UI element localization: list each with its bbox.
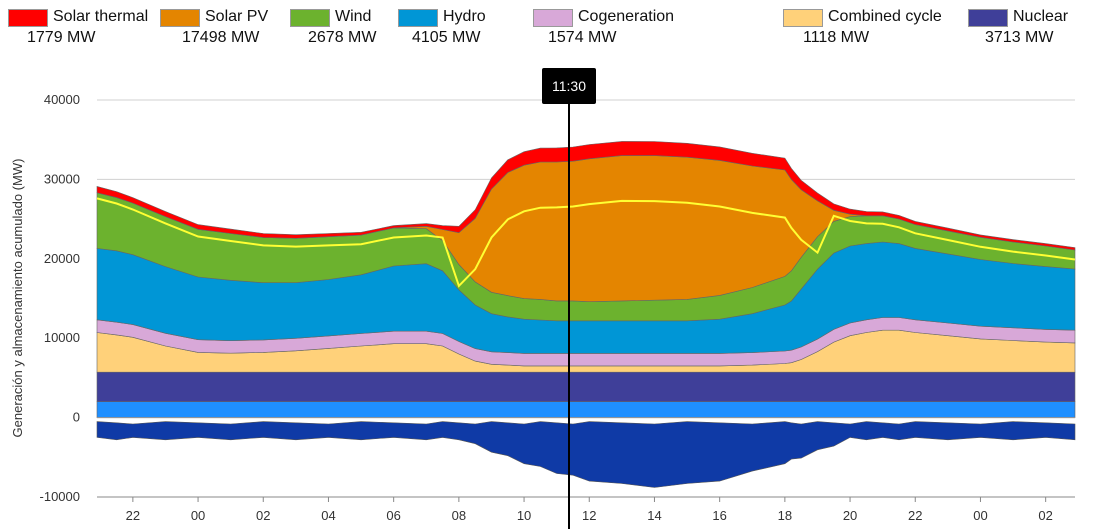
storage-consumption-area: [96, 421, 1076, 488]
legend-label: Hydro: [443, 8, 486, 25]
time-tooltip-label: 11:30: [552, 78, 586, 94]
x-tick-label: 14: [647, 508, 661, 523]
legend-swatch: [968, 9, 1008, 27]
legend-label: Solar thermal: [53, 8, 149, 25]
x-tick-label: 20: [843, 508, 857, 523]
area-pumping: [96, 401, 1076, 418]
legend-value: 17498 MW: [182, 29, 260, 46]
x-tick-label: 06: [386, 508, 400, 523]
x-tick-label: 18: [778, 508, 792, 523]
y-tick-label: 10000: [44, 330, 80, 345]
y-tick-label: -10000: [40, 489, 80, 504]
legend-value: 3713 MW: [985, 29, 1054, 46]
y-tick-label: 30000: [44, 171, 80, 186]
legend-swatch: [8, 9, 48, 27]
x-tick-label: 02: [256, 508, 270, 523]
legend-value: 2678 MW: [308, 29, 377, 46]
x-tick-label: 02: [1038, 508, 1052, 523]
x-tick-label: 00: [973, 508, 987, 523]
area-nuclear: [96, 371, 1076, 402]
legend-swatch: [783, 9, 823, 27]
legend-value: 1779 MW: [27, 29, 96, 46]
y-tick-label: 40000: [44, 92, 80, 107]
x-tick-label: 08: [452, 508, 466, 523]
legend-label: Combined cycle: [828, 8, 942, 25]
legend-label: Wind: [335, 8, 372, 25]
y-tick-label: 0: [73, 410, 80, 425]
y-tick-label: 20000: [44, 251, 80, 266]
legend-label: Cogeneration: [578, 8, 675, 25]
area-solar-thermal: [96, 141, 1076, 251]
legend: Solar thermal 1779 MW Solar PV 17498 MW Wind…: [0, 0, 1093, 60]
legend-swatch: [160, 9, 200, 27]
legend-value: 4105 MW: [412, 29, 481, 46]
legend-label: Solar PV: [205, 8, 269, 25]
x-tick-label: 10: [517, 508, 531, 523]
legend-swatch: [290, 9, 330, 27]
y-axis-label: Generación y almacenamiento acumulado (M…: [10, 159, 25, 438]
legend-label: Nuclear: [1013, 8, 1069, 25]
legend-swatch: [533, 9, 573, 27]
legend-value: 1118 MW: [803, 29, 870, 46]
legend-value: 1574 MW: [548, 29, 617, 46]
x-tick-label: 12: [582, 508, 596, 523]
time-tooltip-box: [542, 68, 596, 104]
x-tick-label: 04: [321, 508, 335, 523]
x-tick-label: 22: [908, 508, 922, 523]
legend-swatch: [398, 9, 438, 27]
x-tick-label: 22: [126, 508, 140, 523]
demand-line: [96, 197, 1076, 288]
x-tick-label: 00: [191, 508, 205, 523]
x-tick-label: 16: [712, 508, 726, 523]
